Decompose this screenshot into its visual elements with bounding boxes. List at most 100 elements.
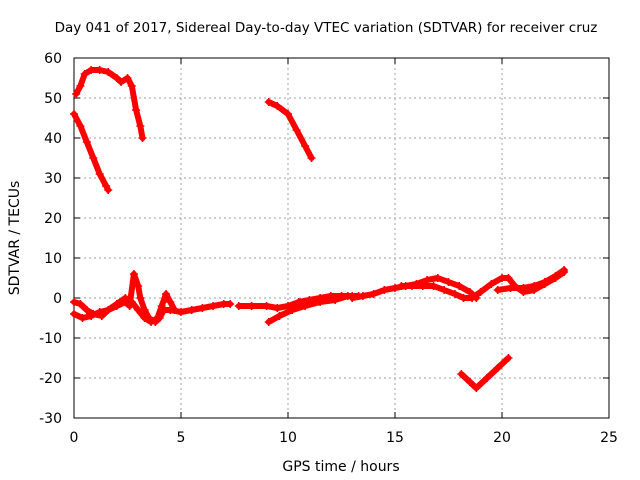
data-point-marker [147,318,156,326]
data-point-marker [468,294,477,302]
y-tick-label: 10 [44,251,62,267]
data-point-marker [262,302,271,310]
data-point-marker [76,82,85,90]
data-point-marker [104,306,113,314]
data-point-marker [391,284,399,292]
data-point-marker [112,74,121,82]
data-series [70,66,569,392]
data-point-marker [418,282,427,290]
data-point-marker [138,134,147,142]
data-point-marker [198,304,207,312]
data-point-marker [89,154,98,162]
data-point-marker [331,296,340,304]
y-axis-label: SDTVAR / TECUs [7,181,23,296]
data-point-marker [134,306,143,314]
data-point-marker [444,278,453,286]
data-point-marker [87,312,96,320]
series-arc-k [493,266,569,294]
data-point-marker [170,306,179,314]
y-tick-label: 50 [44,91,62,107]
data-point-marker [551,272,560,280]
data-point-marker [72,90,81,98]
data-point-marker [80,70,89,78]
series-arc-f [70,290,179,326]
data-point-marker [87,66,96,74]
data-point-marker [358,292,367,300]
data-point-marker [423,276,432,284]
data-point-marker [70,310,78,318]
data-point-marker [95,308,104,316]
data-point-marker [153,314,162,322]
series-arc-b [70,110,113,194]
data-point-marker [560,266,569,274]
data-point-marker [465,378,474,386]
data-point-marker [95,66,104,74]
data-point-marker [82,138,91,146]
data-point-marker [504,354,513,362]
x-tick-label: 10 [279,430,297,446]
y-tick-label: 30 [44,171,62,187]
data-point-marker [493,364,502,372]
series-arc-a [72,66,147,142]
y-tick-label: 0 [53,291,62,307]
data-point-marker [440,286,449,294]
series-trace [73,67,146,141]
data-point-marker [226,300,235,308]
y-tick-label: 40 [44,131,62,147]
data-point-marker [129,270,138,278]
data-point-marker [294,298,303,306]
data-point-marker [397,282,406,290]
x-tick-label: 5 [177,430,186,446]
data-point-marker [247,302,256,310]
data-point-marker [234,302,243,310]
y-tick-label: -20 [39,371,62,387]
data-point-marker [82,306,91,314]
data-point-marker [504,274,513,282]
data-point-marker [76,300,85,308]
y-tick-label: -30 [39,411,62,427]
data-point-marker [369,290,378,298]
data-point-marker [288,306,297,314]
series-trace [458,355,512,391]
data-point-marker [70,110,78,118]
x-tick-label: 0 [70,430,79,446]
data-point-marker [540,278,549,286]
data-point-marker [519,284,528,292]
data-point-marker [177,308,185,316]
x-tick-label: 20 [493,430,511,446]
data-point-marker [162,290,171,298]
data-point-marker [450,290,459,298]
data-point-marker [316,298,325,306]
data-point-marker [134,282,143,290]
data-point-marker [273,304,282,312]
data-point-marker [459,294,468,302]
data-point-marker [292,126,301,134]
data-point-marker [284,302,292,310]
data-point-marker [455,282,464,290]
data-point-marker [136,122,145,130]
y-tick-label: 20 [44,211,62,227]
chart-title: Day 041 of 2017, Sidereal Day-to-day VTE… [55,20,598,36]
data-point-marker [380,286,389,294]
x-tick-label: 25 [600,430,618,446]
data-point-marker [209,302,218,310]
plot-frame [73,57,610,419]
data-point-marker [465,288,474,296]
data-point-marker [348,294,357,302]
x-tick-label: 15 [386,430,404,446]
series-arc-c [264,98,316,162]
y-tick-label: 60 [44,51,62,67]
series-arc-d [457,354,513,392]
data-point-marker [476,288,485,296]
data-point-marker [284,110,292,118]
data-point-marker [275,312,284,320]
data-point-marker [273,102,282,110]
data-point-marker [95,170,104,178]
data-point-marker [112,300,121,308]
grid [74,58,609,418]
data-point-marker [408,282,417,290]
series-trace [71,291,178,325]
data-point-marker [132,106,141,114]
data-point-marker [433,274,442,282]
data-point-marker [104,68,113,76]
